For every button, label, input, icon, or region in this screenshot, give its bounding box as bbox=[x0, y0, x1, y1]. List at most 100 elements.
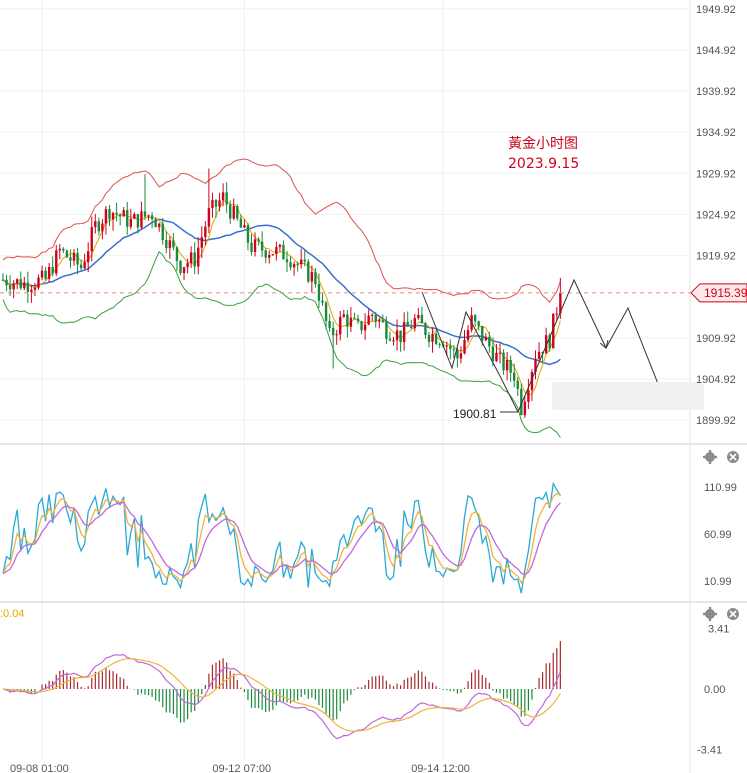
candle-body bbox=[62, 248, 65, 251]
oscillator-tick-label: 110.99 bbox=[704, 482, 737, 494]
macd-settings-gear-icon[interactable] bbox=[703, 607, 717, 621]
candle-body bbox=[427, 334, 431, 342]
price-tick-label: 1939.92 bbox=[696, 86, 736, 98]
candle-body bbox=[143, 211, 147, 217]
candle-body bbox=[260, 241, 264, 251]
projection-path bbox=[421, 278, 704, 413]
candles bbox=[0, 168, 690, 418]
candle-body bbox=[314, 272, 317, 285]
candle-body bbox=[321, 300, 324, 303]
candle-body bbox=[349, 317, 353, 327]
candle-body bbox=[239, 218, 243, 228]
candle-body bbox=[158, 223, 161, 228]
candle-body bbox=[303, 259, 306, 262]
candle-body bbox=[498, 352, 502, 354]
candle-body bbox=[555, 313, 558, 315]
candle-body bbox=[445, 345, 448, 347]
date-tick-label: 09-12 07:00 bbox=[212, 763, 271, 773]
candle-body bbox=[363, 324, 367, 331]
candle-body bbox=[548, 335, 551, 349]
candle-body bbox=[5, 279, 8, 286]
macd-tick-label: 3.41 bbox=[708, 623, 729, 635]
candle-body bbox=[360, 321, 363, 331]
macd-close-icon[interactable] bbox=[727, 608, 739, 620]
candle-body bbox=[101, 223, 104, 232]
candle-body bbox=[232, 206, 235, 219]
candle-body bbox=[520, 388, 523, 416]
low-price-label: 1900.81 bbox=[453, 407, 497, 421]
candle-body bbox=[466, 330, 470, 341]
candle-body bbox=[488, 336, 491, 347]
candle-body bbox=[108, 209, 111, 220]
candle-body bbox=[392, 340, 395, 342]
candle-body bbox=[268, 255, 271, 258]
candle-body bbox=[324, 302, 328, 322]
candle-body bbox=[424, 323, 427, 335]
price-tick-label: 1934.92 bbox=[696, 127, 736, 139]
candle-body bbox=[126, 210, 129, 227]
candle-body bbox=[559, 292, 562, 314]
candle-body bbox=[40, 270, 44, 278]
oscillator-fast-line bbox=[2, 481, 561, 594]
candle-body bbox=[90, 227, 93, 252]
candle-body bbox=[204, 226, 207, 238]
price-tick-label: 1929.92 bbox=[696, 168, 736, 180]
candle-body bbox=[168, 240, 172, 249]
bollinger-upper-line bbox=[2, 158, 561, 304]
candle-body bbox=[431, 333, 434, 342]
macd-value-label: :0.04 bbox=[0, 608, 24, 620]
price-tick-label: 1904.92 bbox=[696, 374, 736, 386]
candle-body bbox=[172, 240, 175, 248]
candle-body bbox=[477, 321, 480, 326]
candle-body bbox=[129, 218, 132, 227]
candle-body bbox=[378, 320, 381, 322]
oscillator-settings-gear-icon[interactable] bbox=[703, 450, 717, 464]
candle-body bbox=[335, 334, 338, 336]
price-tick-label: 1949.92 bbox=[696, 4, 736, 16]
candle-body bbox=[449, 345, 452, 350]
candle-body bbox=[211, 199, 214, 209]
candle-body bbox=[285, 259, 289, 263]
candle-body bbox=[356, 318, 360, 322]
candle-body bbox=[193, 252, 196, 267]
candle-body bbox=[154, 219, 157, 228]
candle-body bbox=[402, 322, 406, 343]
candle-body bbox=[253, 239, 257, 252]
price-tick-label: 1919.92 bbox=[696, 251, 736, 263]
candle-body bbox=[246, 225, 250, 243]
candle-body bbox=[385, 322, 388, 339]
candle-body bbox=[37, 277, 40, 288]
candle-body bbox=[434, 333, 438, 345]
date-tick-label: 09-08 01:00 bbox=[10, 763, 69, 773]
macd-tick-label: 0.00 bbox=[704, 684, 725, 696]
candle-body bbox=[527, 390, 530, 402]
candle-body bbox=[495, 352, 498, 362]
candle-body bbox=[317, 284, 321, 301]
moving-average-line bbox=[2, 200, 561, 396]
candle-body bbox=[55, 250, 58, 274]
candle-body bbox=[218, 200, 221, 207]
oscillator-pane bbox=[2, 481, 561, 594]
candle-body bbox=[339, 316, 342, 335]
candle-body bbox=[229, 204, 232, 219]
candle-body bbox=[413, 318, 416, 329]
candle-body bbox=[225, 192, 228, 205]
watermark-blur bbox=[552, 382, 704, 410]
candle-body bbox=[459, 353, 463, 359]
candle-body bbox=[456, 349, 459, 359]
oscillator-close-icon[interactable] bbox=[727, 451, 739, 463]
candle-body bbox=[200, 237, 203, 248]
candle-body bbox=[374, 314, 377, 322]
candle-body bbox=[300, 259, 303, 265]
candle-body bbox=[94, 221, 97, 228]
candle-body bbox=[161, 223, 164, 241]
candle-body bbox=[69, 257, 72, 261]
candle-body bbox=[264, 250, 267, 258]
candle-body bbox=[33, 287, 37, 290]
candle-body bbox=[150, 215, 154, 220]
candle-body bbox=[484, 336, 487, 341]
candle-body bbox=[147, 215, 150, 217]
candle-body bbox=[118, 214, 122, 217]
